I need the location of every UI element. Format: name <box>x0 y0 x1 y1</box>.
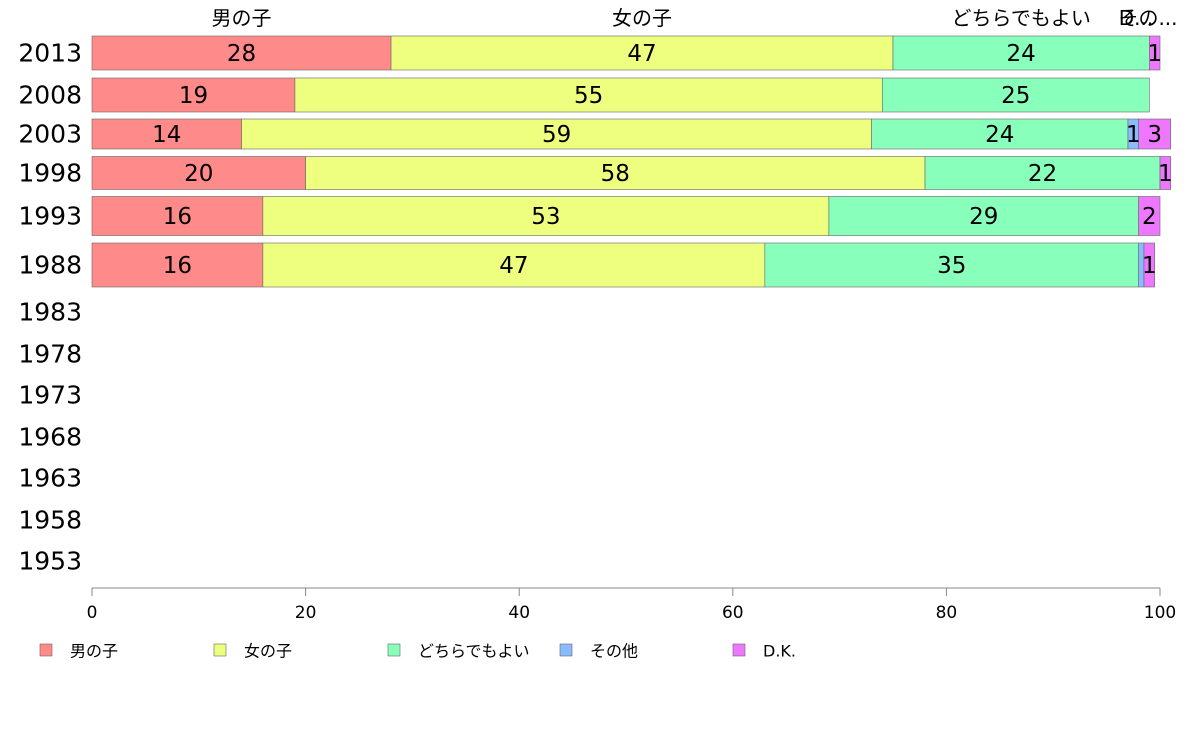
series-header-label: 男の子 <box>212 6 272 30</box>
bar-segment-1993-1 <box>262 196 830 236</box>
legend-swatch <box>387 643 401 657</box>
bar-segment-2003-2 <box>871 118 1129 150</box>
segment-value-label: 35 <box>937 253 966 279</box>
bar-segment-2013-0 <box>91 35 392 71</box>
legend-swatch <box>213 643 227 657</box>
year-label-1958: 1958 <box>18 506 82 535</box>
x-tick-label: 100 <box>1144 603 1176 623</box>
legend-label: D.K. <box>763 642 796 661</box>
bar-segment-2003-0 <box>91 118 242 150</box>
bar-segment-2013-1 <box>390 35 894 71</box>
x-tick-label: 80 <box>936 603 958 623</box>
legend: 男の子 女の子 どちらでもよい その他 D.K. <box>39 642 796 661</box>
segment-value-label: 53 <box>531 204 560 230</box>
bar-segment-1988-1 <box>262 242 766 288</box>
bar-segment-1993-2 <box>828 196 1139 236</box>
segment-value-label: 59 <box>542 122 571 148</box>
segment-value-label: 24 <box>1007 41 1036 67</box>
bar-segment-1993-0 <box>91 196 264 236</box>
bar-segment-1993-4 <box>1138 196 1161 236</box>
bar-segment-1988-2 <box>764 242 1139 288</box>
segment-value-label: 14 <box>152 122 181 148</box>
segment-value-label: 1 <box>1147 41 1162 67</box>
legend-swatch <box>732 643 746 657</box>
legend-swatch <box>39 643 53 657</box>
series-header-labels: 男の子 女の子 どちらでもよい その...D... <box>212 6 1178 30</box>
segment-value-label: 1 <box>1126 122 1141 148</box>
x-tick-label: 40 <box>508 603 530 623</box>
year-label-1968: 1968 <box>18 423 82 452</box>
year-label-1993: 1993 <box>18 202 82 231</box>
legend-label: 男の子 <box>70 642 118 661</box>
year-label-1988: 1988 <box>18 251 82 280</box>
segment-value-label: 47 <box>499 253 528 279</box>
series-header-label: その... <box>1118 6 1177 30</box>
bar-segment-2013-2 <box>892 35 1150 71</box>
legend-swatch <box>559 643 573 657</box>
segment-value-label: 55 <box>574 83 603 109</box>
legend-label: その他 <box>590 642 638 661</box>
bar-segment-2003-4 <box>1138 118 1171 150</box>
bar-segment-1988-0 <box>91 242 264 288</box>
segment-value-label: 16 <box>163 204 192 230</box>
year-label-1983: 1983 <box>18 298 82 327</box>
bar-segment-1998-4 <box>1159 156 1171 190</box>
series-header-label: 女の子 <box>612 6 672 30</box>
legend-label: どちらでもよい <box>418 642 530 661</box>
year-label-1973: 1973 <box>18 381 82 410</box>
series-header-label: どちらでもよい <box>951 6 1090 30</box>
bar-segment-2003-1 <box>241 118 872 150</box>
bar-segment-1988-4 <box>1143 242 1155 288</box>
bar-segment-1998-0 <box>91 156 306 190</box>
year-label-1978: 1978 <box>18 340 82 369</box>
segment-value-label: 29 <box>969 204 998 230</box>
segment-value-label: 2 <box>1142 204 1157 230</box>
year-label-1963: 1963 <box>18 464 82 493</box>
segment-value-label: 16 <box>163 253 192 279</box>
segment-value-label: 1 <box>1158 161 1173 187</box>
x-tick-label: 20 <box>295 603 317 623</box>
bar-segment-2008-0 <box>91 77 296 113</box>
x-axis: 0 20 40 60 80 100 <box>87 587 1176 623</box>
bar-segment-1998-2 <box>924 156 1161 190</box>
segment-value-label: 28 <box>227 41 256 67</box>
x-tick-label: 60 <box>722 603 744 623</box>
bar-segment-2013-4 <box>1149 35 1161 71</box>
segment-value-label: 1 <box>1142 253 1157 279</box>
bar-segment-2008-2 <box>882 77 1150 113</box>
segment-value-label: 20 <box>184 161 213 187</box>
segment-value-label: 24 <box>985 122 1014 148</box>
segment-value-label: 47 <box>627 41 656 67</box>
year-labels: 2013 2008 2003 1998 1993 1988 1983 1978 1973 1968… <box>18 39 82 576</box>
year-label-1953: 1953 <box>18 547 82 576</box>
segment-value-label: 58 <box>601 161 630 187</box>
segment-value-label: 19 <box>179 83 208 109</box>
year-label-2013: 2013 <box>18 39 82 68</box>
segment-value-label: 22 <box>1028 161 1057 187</box>
year-label-1998: 1998 <box>18 159 82 188</box>
legend-label: 女の子 <box>244 642 292 661</box>
year-label-2008: 2008 <box>18 81 82 110</box>
x-tick-label: 0 <box>87 603 98 623</box>
series-header-label: D... <box>1119 6 1153 30</box>
segment-value-label: 25 <box>1001 83 1030 109</box>
bar-segment-2008-1 <box>294 77 883 113</box>
year-label-2003: 2003 <box>18 120 82 149</box>
segment-value-label: 3 <box>1147 122 1162 148</box>
